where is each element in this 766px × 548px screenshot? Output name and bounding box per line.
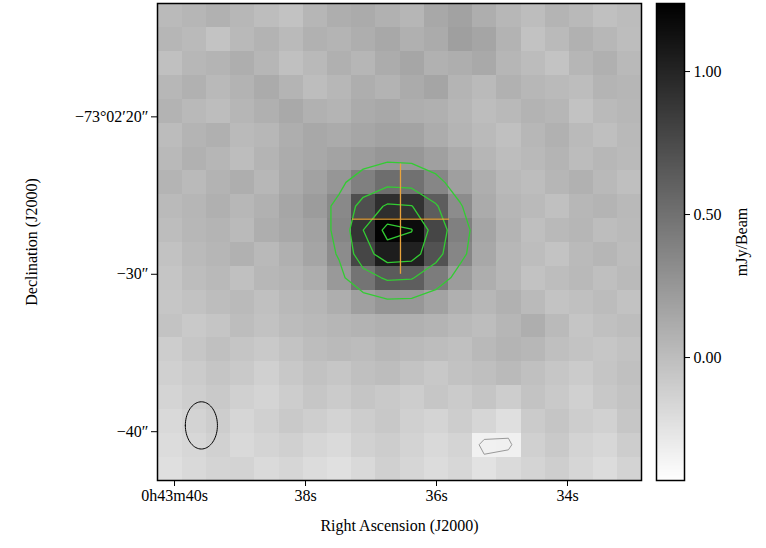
svg-text:−73°02′20″: −73°02′20″ bbox=[75, 108, 149, 125]
svg-text:−40″: −40″ bbox=[117, 423, 149, 440]
svg-text:36s: 36s bbox=[425, 487, 447, 504]
svg-text:0.50: 0.50 bbox=[694, 206, 722, 223]
svg-text:0.00: 0.00 bbox=[694, 349, 722, 366]
svg-text:1.00: 1.00 bbox=[694, 63, 722, 80]
svg-text:Declination (J2000): Declination (J2000) bbox=[23, 178, 41, 306]
svg-text:34s: 34s bbox=[556, 487, 578, 504]
svg-text:38s: 38s bbox=[294, 487, 316, 504]
svg-text:mJy/Beam: mJy/Beam bbox=[733, 207, 751, 276]
svg-text:0h43m40s: 0h43m40s bbox=[141, 487, 208, 504]
svg-text:−30″: −30″ bbox=[117, 265, 149, 282]
svg-text:Right Ascension (J2000): Right Ascension (J2000) bbox=[320, 517, 478, 535]
